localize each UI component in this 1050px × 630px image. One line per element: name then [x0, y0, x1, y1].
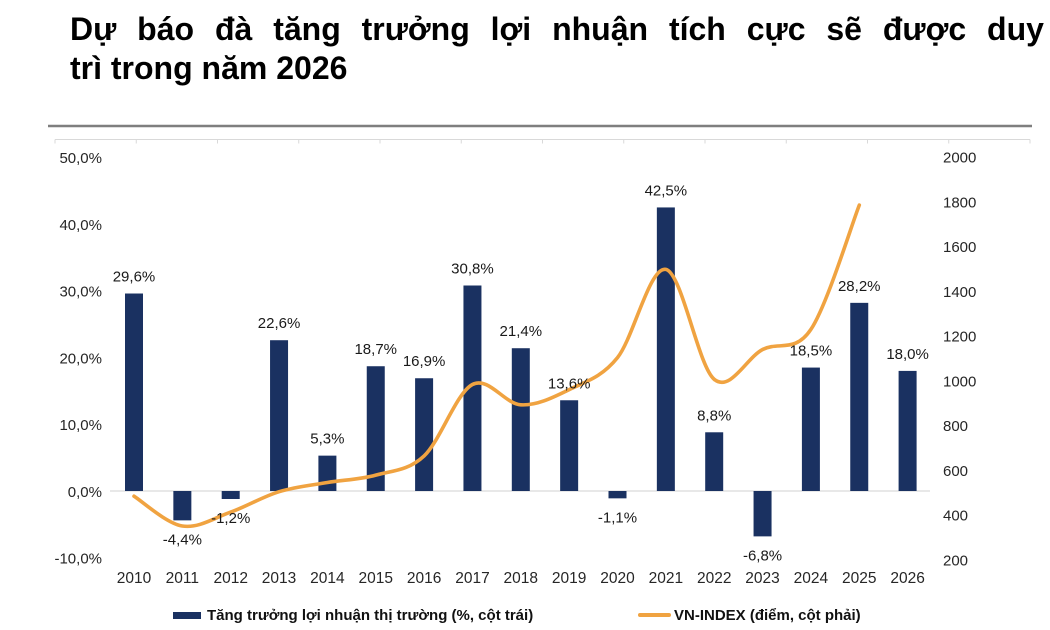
- year-label-2024: 2024: [794, 570, 829, 587]
- bar-label-2016: 16,9%: [403, 353, 446, 370]
- year-label-2012: 2012: [213, 570, 247, 587]
- year-label-2010: 2010: [117, 570, 152, 587]
- right-axis-tick: 1400: [943, 284, 976, 301]
- bar-2019: [560, 400, 579, 491]
- year-label-2021: 2021: [649, 570, 683, 587]
- bar-2018: [511, 348, 530, 491]
- bar-2026: [898, 370, 917, 491]
- bar-2016: [415, 378, 434, 491]
- bar-label-2021: 42,5%: [645, 182, 688, 199]
- bar-2022: [705, 432, 724, 491]
- bar-label-2017: 30,8%: [451, 261, 494, 278]
- bar-label-2011: -4,4%: [163, 531, 202, 548]
- bar-2021: [656, 207, 675, 491]
- year-label-2020: 2020: [600, 570, 635, 587]
- right-axis-tick: 600: [943, 463, 968, 480]
- bar-2013: [270, 340, 289, 491]
- chart-title-line2: trì trong năm 2026: [70, 50, 348, 86]
- year-label-2026: 2026: [890, 570, 924, 587]
- bar-label-2025: 28,2%: [838, 278, 881, 295]
- year-label-2018: 2018: [504, 570, 538, 587]
- right-axis-tick: 400: [943, 508, 968, 525]
- chart-title-line1: Dự báo đà tăng trưởng lợi nhuận tích cực…: [70, 11, 1044, 47]
- bar-label-2024: 18,5%: [790, 343, 833, 360]
- bar-label-2019: 13,6%: [548, 375, 591, 392]
- bar-label-2023: -6,8%: [743, 547, 782, 564]
- bar-label-2026: 18,0%: [886, 346, 929, 363]
- legend-item-vnindex: VN-INDEX (điểm, cột phải): [638, 606, 861, 624]
- right-axis-tick: 1000: [943, 373, 976, 390]
- year-label-2013: 2013: [262, 570, 296, 587]
- bar-label-2013: 22,6%: [258, 315, 301, 332]
- bar-series-swatch-icon: [173, 611, 201, 619]
- line-series-swatch-icon: [638, 613, 671, 617]
- left-axis-tick: 50,0%: [59, 150, 102, 167]
- left-axis-tick: 30,0%: [59, 284, 102, 301]
- bar-2012: [221, 491, 240, 500]
- left-axis-tick: 20,0%: [59, 350, 102, 367]
- right-axis-tick: 1800: [943, 194, 976, 211]
- bar-label-2010: 29,6%: [113, 269, 156, 286]
- left-axis-tick: 0,0%: [68, 484, 102, 501]
- bar-label-2014: 5,3%: [310, 431, 344, 448]
- legend-item-profit-growth: Tăng trưởng lợi nhuận thị trường (%, cột…: [173, 606, 533, 624]
- chart-title: Dự báo đà tăng trưởng lợi nhuận tích cực…: [70, 10, 1044, 88]
- bar-2025: [850, 302, 869, 491]
- legend: Tăng trưởng lợi nhuận thị trường (%, cột…: [0, 606, 1050, 626]
- bar-label-2018: 21,4%: [500, 323, 543, 340]
- right-axis-tick: 1600: [943, 239, 976, 256]
- bar-2024: [801, 367, 820, 491]
- right-axis-tick: 800: [943, 418, 968, 435]
- bar-2015: [366, 366, 385, 491]
- year-label-2023: 2023: [745, 570, 779, 587]
- year-label-2025: 2025: [842, 570, 876, 587]
- left-axis-tick: -10,0%: [54, 551, 102, 568]
- bar-2020: [608, 491, 627, 499]
- bar-2017: [463, 285, 482, 491]
- bar-2011: [173, 491, 192, 521]
- year-label-2015: 2015: [359, 570, 393, 587]
- year-label-2022: 2022: [697, 570, 731, 587]
- legend-label-vnindex: VN-INDEX (điểm, cột phải): [674, 606, 861, 624]
- year-label-2017: 2017: [455, 570, 489, 587]
- left-axis-tick: 10,0%: [59, 417, 102, 434]
- legend-label-profit-growth: Tăng trưởng lợi nhuận thị trường (%, cột…: [207, 606, 534, 624]
- bar-2014: [318, 455, 337, 491]
- bar-label-2015: 18,7%: [354, 341, 397, 358]
- bar-label-2020: -1,1%: [598, 509, 637, 526]
- left-axis-tick: 40,0%: [59, 217, 102, 234]
- year-label-2011: 2011: [166, 570, 199, 587]
- year-label-2016: 2016: [407, 570, 441, 587]
- vnindex-line: [132, 203, 862, 529]
- bar-label-2012: -1,2%: [211, 510, 250, 527]
- right-axis-tick: 200: [943, 553, 968, 570]
- year-label-2019: 2019: [552, 570, 586, 587]
- right-axis-tick: 2000: [943, 149, 976, 166]
- right-axis-tick: 1200: [943, 329, 976, 346]
- year-label-2014: 2014: [310, 570, 345, 587]
- bar-2023: [753, 491, 772, 537]
- bar-2010: [125, 293, 143, 491]
- bar-label-2022: 8,8%: [697, 407, 731, 424]
